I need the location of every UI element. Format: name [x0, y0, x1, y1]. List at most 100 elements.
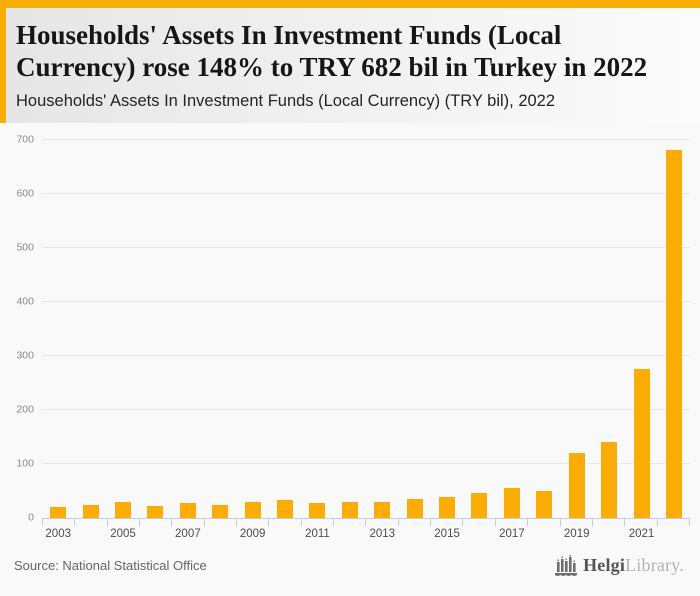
bar-cell-2021 — [625, 141, 657, 518]
x-tick-2013 — [365, 518, 397, 526]
chart-title: Households' Assets In Investment Funds (… — [16, 20, 648, 83]
x-tick-2011 — [300, 518, 333, 526]
x-axis-ticks — [42, 518, 690, 526]
bar-cell-2005 — [107, 141, 139, 518]
gridline-y-300 — [42, 354, 690, 356]
bar-cell-2003 — [42, 141, 74, 518]
gridline-y-400 — [42, 300, 690, 302]
x-axis-label-2006 — [139, 528, 171, 540]
bar-2008 — [212, 505, 229, 518]
bar-2003 — [50, 506, 67, 518]
y-axis-label-300: 300 — [16, 349, 34, 362]
y-axis-label-100: 100 — [16, 457, 34, 470]
bar-cell-2011 — [301, 141, 333, 518]
x-axis-label-2020 — [593, 528, 625, 540]
x-axis-label-2010 — [269, 528, 301, 540]
bar-cell-2020 — [593, 141, 625, 518]
logo-text-helgi: Helgi — [583, 555, 626, 576]
x-axis-label-2012 — [334, 528, 366, 540]
bar-2007 — [179, 503, 196, 518]
source-note: Source: National Statistical Office — [14, 558, 207, 574]
bars-row — [42, 141, 690, 518]
gridline-y-500 — [42, 246, 690, 248]
y-axis-label-600: 600 — [16, 187, 34, 200]
logo-text: HelgiLibrary. — [583, 555, 684, 576]
y-axis-label-200: 200 — [16, 403, 34, 416]
x-axis-label-2013: 2013 — [369, 527, 396, 540]
x-axis-label-2021: 2021 — [628, 527, 655, 540]
bar-2017 — [503, 487, 520, 518]
chart-subtitle: Households' Assets In Investment Funds (… — [16, 91, 556, 110]
x-axis-label-2022 — [658, 528, 690, 540]
gridline-y-600 — [42, 192, 690, 194]
helgi-logo-icon — [555, 554, 578, 576]
bar-cell-2019 — [561, 141, 593, 518]
y-axis-label-0: 0 — [28, 511, 34, 524]
x-axis-label-2005: 2005 — [110, 527, 136, 540]
bar-cell-2017 — [496, 141, 528, 518]
bar-cell-2004 — [74, 141, 106, 518]
x-axis-label-2014 — [398, 528, 430, 540]
bar-2022 — [665, 149, 682, 518]
x-axis-labels: 2003 2005 2007 2009 2011 2013 2015 2017 2019 2021 — [42, 528, 690, 540]
x-tick-2003 — [42, 518, 74, 526]
chart-header: Households' Assets In Investment Funds (… — [0, 8, 700, 123]
gridline-y-700 — [42, 138, 690, 140]
helgi-logo: HelgiLibrary. — [554, 554, 684, 577]
bar-2010 — [277, 499, 294, 518]
x-tick-2005 — [106, 518, 139, 526]
x-axis-label-2007: 2007 — [175, 527, 201, 540]
x-axis-label-2016 — [463, 528, 495, 540]
bar-cell-2008 — [204, 141, 236, 518]
x-axis-label-2004 — [74, 528, 106, 540]
x-tick-2012 — [333, 518, 365, 526]
x-tick-2021 — [624, 518, 656, 526]
bar-cell-2012 — [334, 141, 366, 518]
x-axis-label-2018 — [528, 528, 560, 540]
x-tick-2010 — [268, 518, 300, 526]
bar-2004 — [82, 504, 99, 518]
gridline-y-100 — [42, 462, 690, 464]
bar-chart-plot: 0 100 200 300 400 500 600 700 — [16, 135, 690, 523]
bar-cell-2010 — [269, 141, 301, 518]
bar-2015 — [439, 496, 456, 518]
x-tick-2004 — [74, 518, 106, 526]
bar-cell-2022 — [658, 141, 690, 518]
y-axis-label-700: 700 — [16, 133, 34, 146]
x-tick-2015 — [430, 518, 462, 526]
x-axis-label-2011: 2011 — [305, 527, 330, 540]
chart-footer: Source: National Statistical Office — [0, 540, 700, 596]
x-tick-2017 — [494, 518, 527, 526]
y-axis-label-400: 400 — [16, 295, 34, 308]
gridline-y-200 — [42, 408, 690, 410]
bar-cell-2015 — [431, 141, 463, 518]
bar-2018 — [536, 490, 553, 518]
bar-2006 — [147, 506, 164, 518]
bar-cell-2014 — [398, 141, 430, 518]
x-tick-2018 — [527, 518, 559, 526]
x-tick-2019 — [559, 518, 592, 526]
bar-2012 — [341, 501, 358, 518]
accent-top-bar — [0, 0, 700, 8]
bar-2021 — [633, 369, 650, 518]
bar-cell-2007 — [172, 141, 204, 518]
x-axis-label-2009: 2009 — [239, 527, 266, 540]
bar-cell-2006 — [139, 141, 171, 518]
bar-2013 — [374, 502, 391, 518]
x-axis-label-2017: 2017 — [499, 527, 525, 540]
bar-2020 — [601, 442, 618, 518]
x-axis-label-2003: 2003 — [45, 527, 71, 540]
x-tick-2007 — [171, 518, 203, 526]
x-tick-2009 — [236, 518, 268, 526]
bar-2016 — [471, 493, 488, 518]
chart-area: 0 100 200 300 400 500 600 700 2003 2005 2007 2009 2… — [0, 123, 700, 540]
bar-2009 — [244, 502, 261, 518]
x-axis-label-2019: 2019 — [563, 527, 590, 540]
bar-cell-2013 — [366, 141, 398, 518]
bar-cell-2016 — [463, 141, 495, 518]
x-axis-label-2008 — [204, 528, 236, 540]
y-axis-label-500: 500 — [16, 241, 34, 254]
x-tick-2014 — [397, 518, 430, 526]
bar-2019 — [568, 452, 585, 518]
